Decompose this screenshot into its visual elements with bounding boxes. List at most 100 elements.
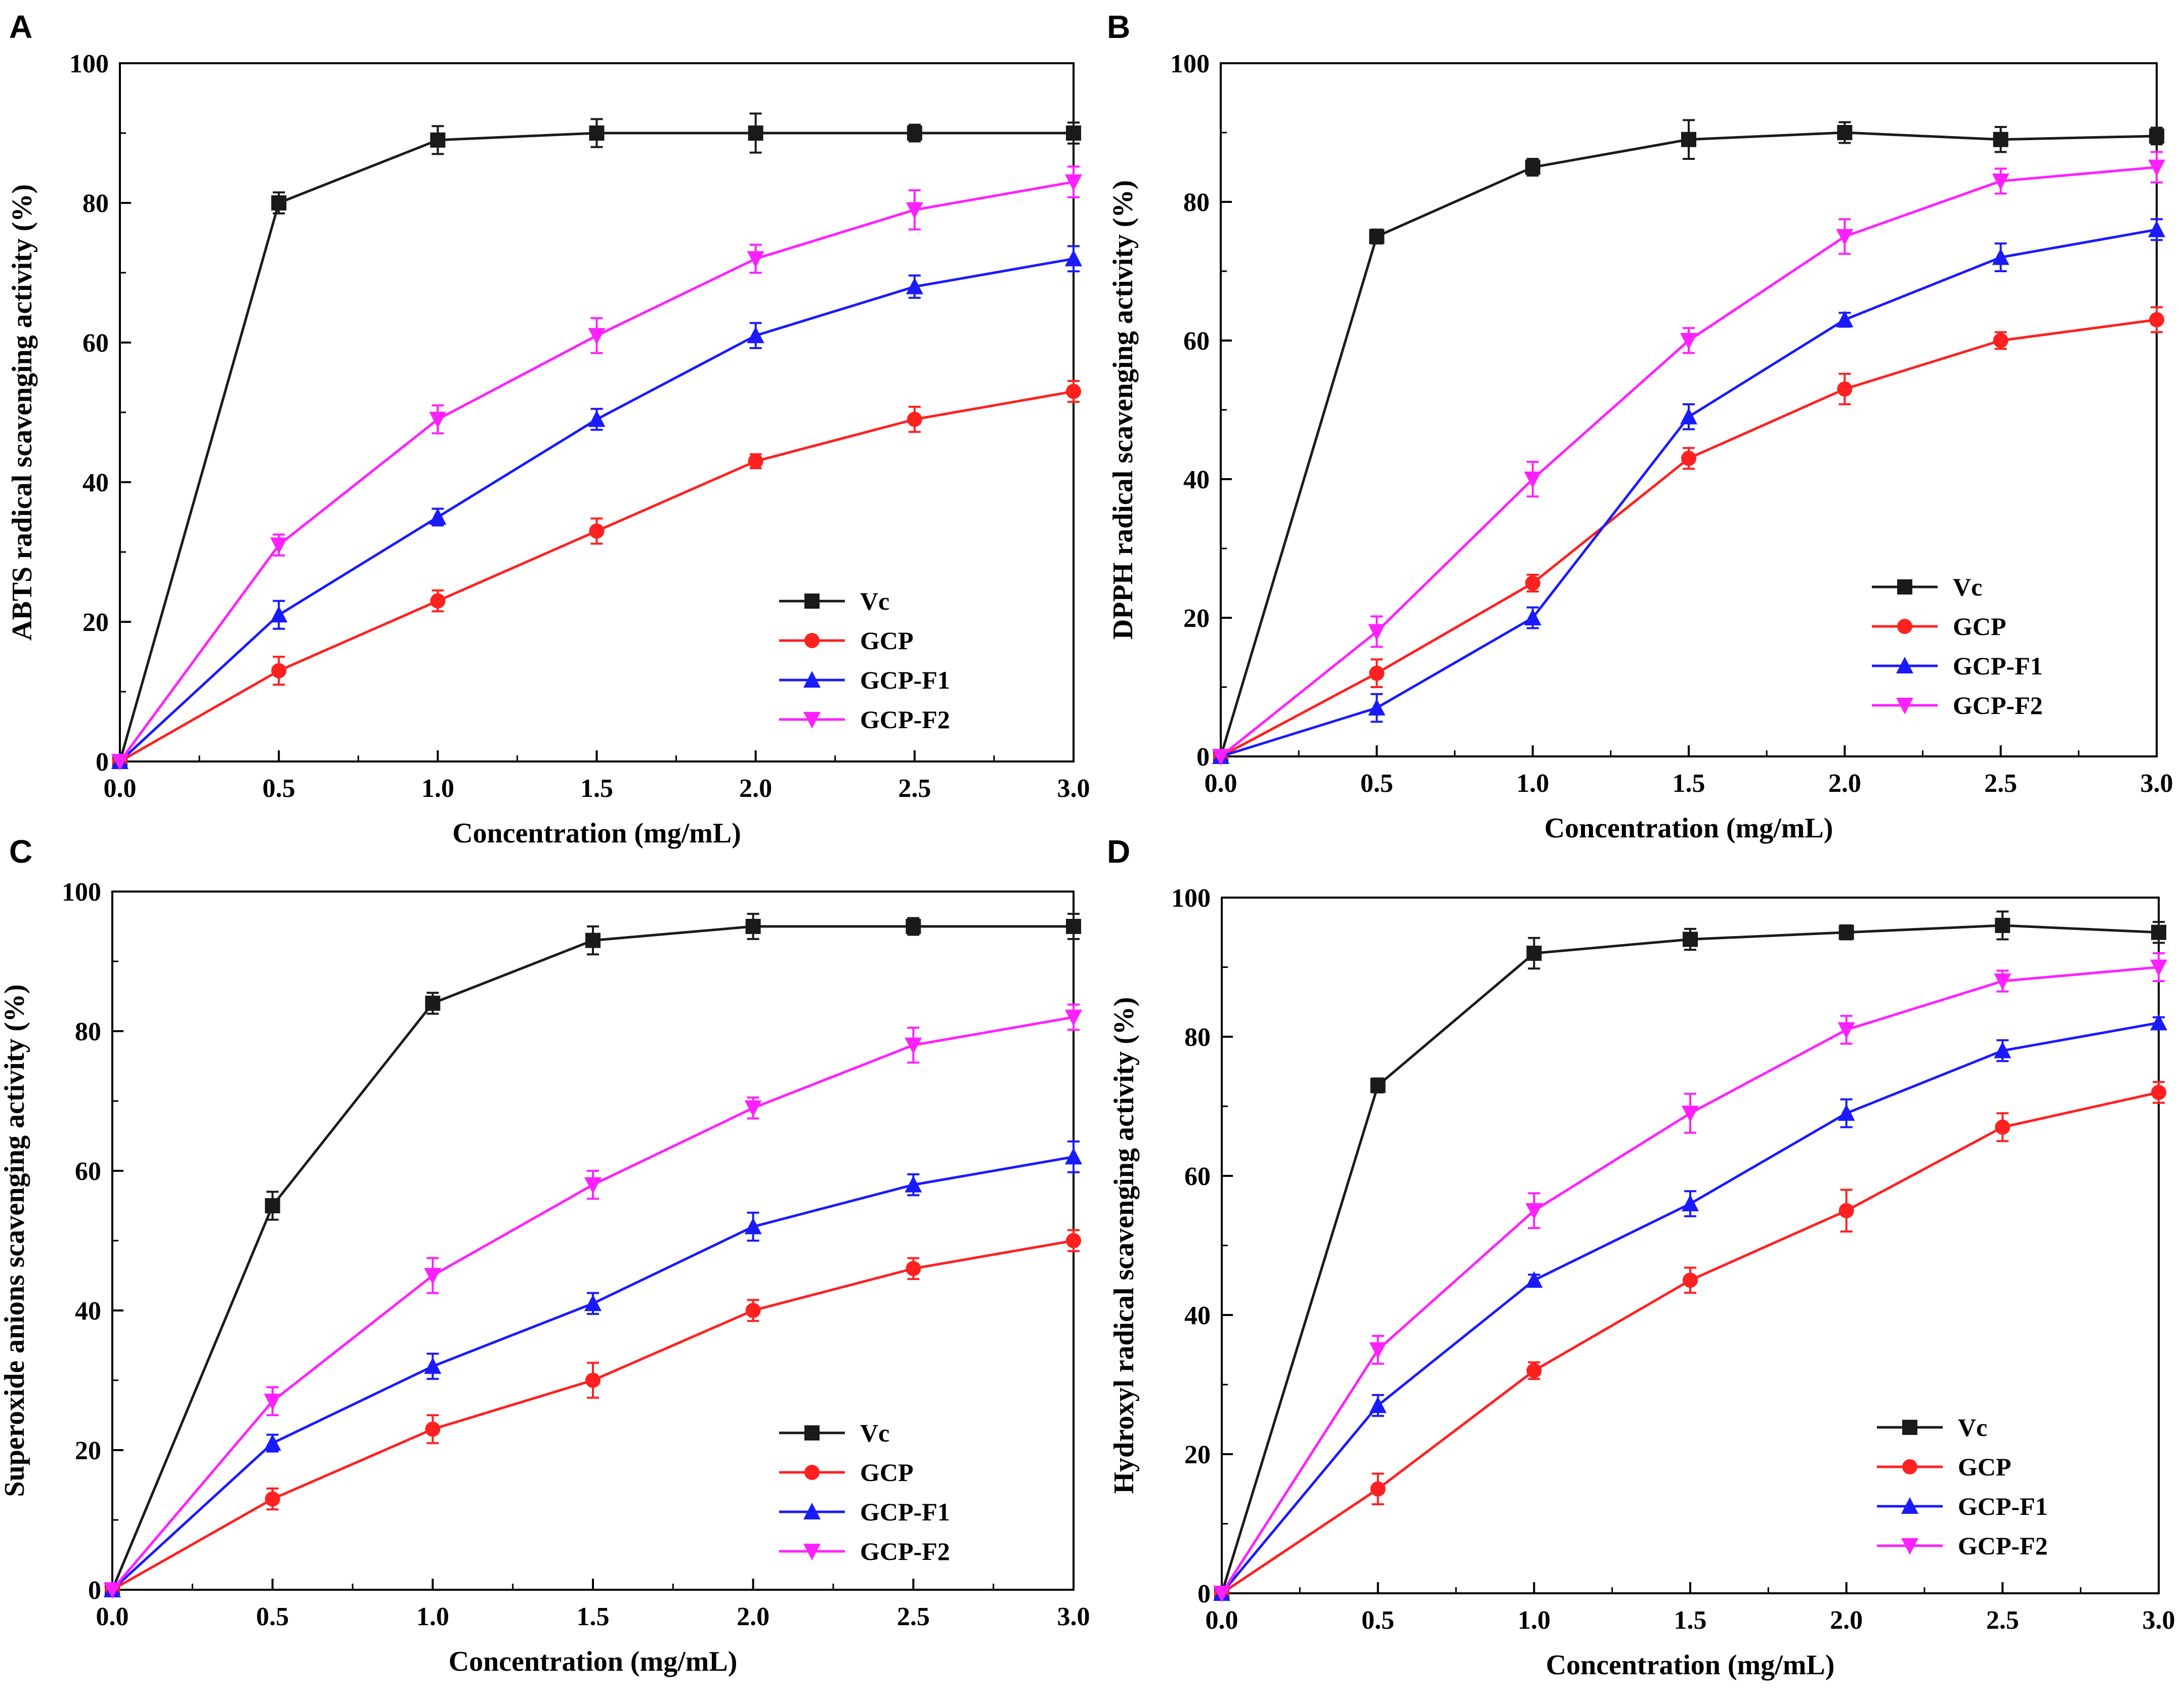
y-tick-label: 60 [75, 1157, 101, 1186]
x-tick-label: 2.5 [1984, 769, 2017, 798]
data-point [747, 251, 764, 268]
y-tick-label: 80 [82, 189, 109, 218]
legend-marker [804, 1465, 820, 1480]
data-point [2148, 220, 2165, 237]
x-axis-title: Concentration (mg/mL) [452, 818, 741, 849]
data-point [1212, 749, 1229, 766]
x-tick-label: 2.5 [1986, 1606, 2019, 1635]
data-point [588, 410, 606, 427]
legend-item: Vc [1877, 1413, 1987, 1442]
legend-item: GCP-F2 [1877, 1532, 2048, 1560]
legend-item: GCP-F2 [779, 705, 950, 734]
legend-label: Vc [860, 587, 889, 615]
x-tick-label: 1.0 [1516, 769, 1549, 798]
legend-label: GCP-F2 [1958, 1532, 2048, 1560]
legend-item: Vc [1872, 573, 1982, 601]
data-point [1683, 1273, 1698, 1288]
legend-item: GCP-F2 [779, 1537, 950, 1565]
data-point [1525, 159, 1540, 175]
x-axis-title: Concentration (mg/mL) [449, 1646, 738, 1677]
data-point [1066, 919, 1081, 934]
data-point [1680, 333, 1697, 350]
x-tick-label: 3.0 [2143, 1606, 2175, 1635]
data-point [747, 326, 764, 344]
y-tick-label: 100 [69, 50, 109, 78]
x-tick-label: 0.5 [1360, 769, 1393, 798]
data-point [589, 125, 605, 141]
data-point [748, 125, 763, 141]
data-point [905, 1037, 922, 1054]
legend-label: Vc [860, 1419, 889, 1447]
data-point [425, 1421, 441, 1437]
y-tick-label: 100 [1171, 884, 1211, 913]
data-point [1681, 132, 1696, 147]
legend-label: GCP-F2 [860, 1537, 950, 1565]
y-tick-label: 20 [1183, 604, 1210, 633]
data-point [1992, 173, 2009, 190]
legend-label: Vc [1953, 573, 1982, 601]
y-tick-label: 60 [82, 329, 109, 358]
data-point [1213, 1586, 1230, 1602]
data-point [1837, 1104, 1855, 1121]
data-point [271, 195, 287, 210]
x-tick-label: 0.0 [1206, 1606, 1238, 1635]
data-point [745, 1303, 761, 1318]
x-tick-label: 1.0 [1518, 1606, 1551, 1635]
x-tick-label: 0.5 [1361, 1606, 1394, 1635]
legend-marker [803, 1503, 821, 1519]
y-tick-label: 20 [82, 608, 109, 637]
data-point [1066, 1233, 1081, 1248]
data-point [1370, 1481, 1386, 1497]
y-tick-label: 80 [75, 1018, 101, 1046]
x-tick-label: 0.0 [104, 774, 137, 803]
legend-marker [804, 1425, 820, 1440]
data-point [905, 1175, 922, 1193]
legend-item: GCP [1872, 612, 2006, 641]
data-point [1525, 575, 1540, 591]
y-tick-label: 20 [75, 1436, 101, 1465]
y-tick-label: 40 [1184, 1301, 1211, 1330]
x-tick-label: 3.0 [2140, 769, 2173, 798]
data-point [1994, 1041, 2011, 1058]
legend-item: Vc [779, 1419, 889, 1447]
series-gcp [1214, 1081, 2166, 1601]
y-tick-label: 60 [1184, 1162, 1211, 1191]
data-point [906, 277, 923, 294]
legend-marker [1901, 1497, 1918, 1514]
data-point [1066, 384, 1081, 399]
data-point [906, 202, 923, 219]
legend-label: Vc [1958, 1413, 1987, 1442]
data-point [1995, 1119, 2010, 1135]
series-gcp-f1 [111, 245, 1082, 769]
y-tick-label: 40 [75, 1297, 101, 1326]
data-point [1837, 125, 1853, 140]
series-vc [1214, 910, 2166, 1601]
x-tick-label: 2.0 [739, 774, 772, 803]
legend: Vc GCP GCP-F1 GCP-F2 [779, 1419, 950, 1565]
y-tick-label: 0 [1196, 743, 1210, 772]
series-gcp-f2 [104, 1003, 1082, 1599]
data-point [1837, 1022, 1855, 1039]
data-point [2151, 1085, 2166, 1100]
legend-item: GCP-F2 [1872, 691, 2043, 719]
legend-marker [803, 712, 821, 729]
data-point [1683, 931, 1698, 947]
chart-panel-b: B 0.0 0.5 1.0 1.5 2.0 2.5 3.0 0 20 40 60 80 100 Concen… [1107, 9, 2173, 844]
y-axis-title: Superoxide anions scavenging activity (%… [0, 984, 30, 1497]
data-point [271, 663, 287, 679]
legend-marker [1897, 619, 1912, 634]
x-tick-label: 1.5 [1673, 769, 1705, 798]
y-axis-title: Hydroxyl radical scavenging activity (%) [1108, 997, 1140, 1494]
legend-label: GCP-F2 [1953, 691, 2043, 719]
x-tick-label: 2.0 [1828, 769, 1861, 798]
data-point [2149, 128, 2164, 144]
legend-label: GCP-F1 [1958, 1492, 2048, 1520]
data-point [1993, 132, 2008, 147]
x-tick-label: 0.0 [1205, 769, 1237, 798]
y-tick-label: 40 [82, 469, 109, 497]
data-point [1369, 665, 1385, 681]
data-point [2148, 159, 2165, 177]
y-tick-label: 0 [88, 1576, 101, 1605]
panel-label: B [1107, 9, 1130, 45]
